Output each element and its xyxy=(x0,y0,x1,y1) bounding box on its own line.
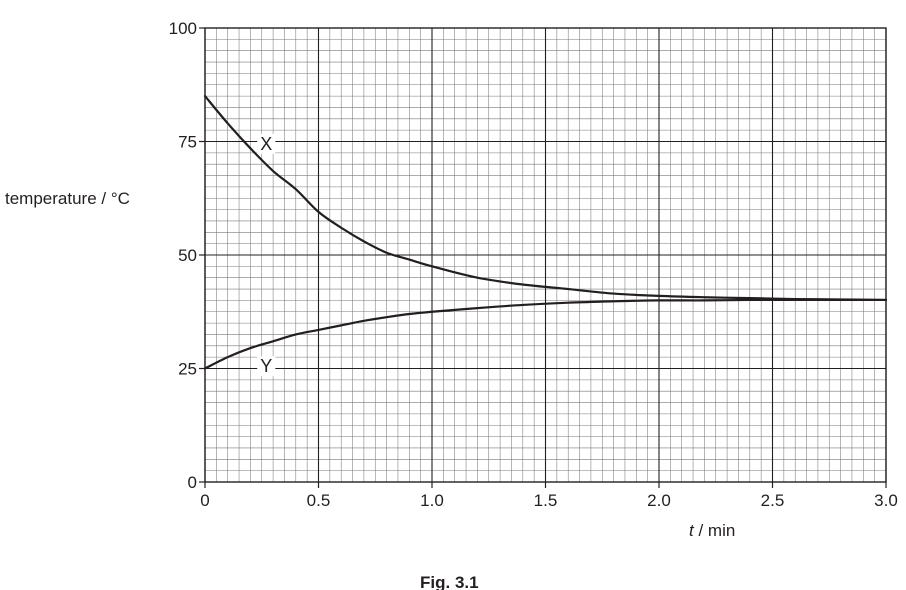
y-tick-label: 25 xyxy=(178,360,197,379)
x-axis-title-variable: t xyxy=(689,521,695,540)
series-line-x xyxy=(203,95,888,302)
figure-caption: Fig. 3.1 xyxy=(420,573,479,590)
x-tick-label: 3.0 xyxy=(874,491,898,510)
x-tick-label: 2.0 xyxy=(647,491,671,510)
curve-label-background xyxy=(257,133,276,154)
curve-labels: XY xyxy=(257,133,276,377)
x-tick-label: 2.5 xyxy=(761,491,785,510)
curve-label-y: Y xyxy=(260,356,272,376)
series-line-y xyxy=(203,298,888,370)
y-tick-label: 50 xyxy=(178,246,197,265)
curve-label-background xyxy=(257,356,276,377)
y-tick-label: 75 xyxy=(178,133,197,152)
x-tick-label: 1.0 xyxy=(420,491,444,510)
y-tick-label: 0 xyxy=(188,473,197,492)
x-tick-label: 0 xyxy=(200,491,209,510)
y-tick-label: 100 xyxy=(169,19,197,38)
y-axis-title: temperature / °C xyxy=(5,189,130,208)
x-axis-title-unit: / min xyxy=(698,521,735,540)
x-tick-label: 1.5 xyxy=(534,491,558,510)
x-axis-title: t / min xyxy=(689,521,735,540)
x-tick-label: 0.5 xyxy=(307,491,331,510)
series-layer xyxy=(203,95,888,370)
tick-labels: 0 0.5 1.0 1.5 2.0 2.5 3.0 0 25 50 75 100 xyxy=(169,19,898,510)
curve-label-x: X xyxy=(260,134,272,154)
